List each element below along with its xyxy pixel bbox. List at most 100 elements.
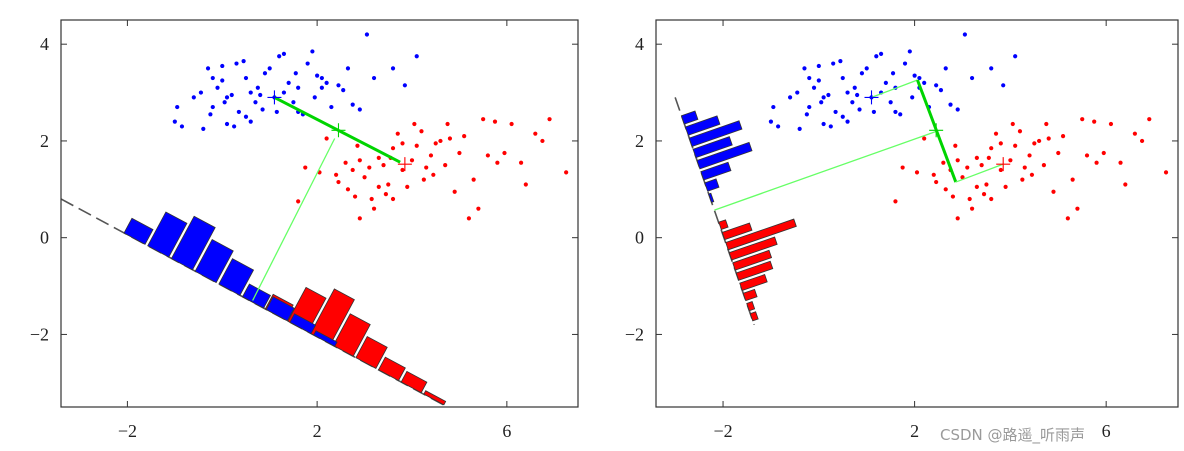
histogram-bar-class2: [355, 335, 388, 369]
data-point-class2: [1013, 143, 1018, 148]
data-point-class2: [471, 177, 476, 182]
data-point-class1: [241, 59, 246, 64]
data-point-class1: [1013, 54, 1018, 59]
data-point-class1: [962, 32, 967, 37]
mean-marker-class1: [267, 90, 282, 105]
data-point-class2: [989, 196, 994, 202]
data-point-class2: [1056, 150, 1061, 156]
data-point-class1: [1001, 83, 1006, 88]
histogram-bar-class1: [696, 141, 753, 170]
data-point-class2: [1046, 136, 1051, 141]
histogram-bar-class2: [423, 390, 447, 406]
data-point-class1: [917, 75, 922, 81]
data-point-class1: [191, 95, 196, 100]
y-tick-label: 2: [635, 131, 644, 151]
data-point-class1: [943, 66, 948, 71]
data-point-class1: [807, 104, 812, 110]
data-point-class2: [955, 158, 960, 163]
data-point-class1: [220, 63, 225, 69]
data-point-class1: [795, 90, 800, 95]
data-point-class1: [888, 100, 893, 105]
data-point-class2: [1070, 177, 1075, 182]
data-point-class2: [1101, 150, 1106, 156]
data-point-class1: [855, 92, 860, 98]
data-point-class1: [296, 85, 301, 90]
data-point-class1: [224, 121, 230, 127]
data-point-class2: [986, 155, 991, 160]
data-point-class1: [179, 124, 185, 129]
mean-marker-class1: [864, 90, 879, 105]
data-point-class1: [831, 61, 836, 66]
histogram-bar-class2: [400, 370, 428, 394]
histogram-bar-class1: [684, 115, 721, 136]
data-point-class2: [998, 141, 1003, 146]
data-point-class1: [969, 75, 975, 81]
data-point-class2: [1017, 129, 1023, 134]
data-point-class2: [395, 131, 400, 136]
data-point-class2: [324, 136, 329, 141]
data-point-class2: [466, 216, 472, 221]
data-point-class2: [950, 194, 956, 199]
data-point-class1: [826, 92, 831, 98]
mean-marker-class2: [996, 157, 1011, 172]
data-point-class2: [412, 121, 417, 127]
histogram-bar-class1: [688, 120, 743, 147]
data-point-class2: [414, 143, 419, 148]
data-point-class1: [305, 61, 310, 66]
data-point-class1: [787, 95, 793, 100]
data-point-class2: [1108, 121, 1114, 127]
data-point-class1: [319, 75, 324, 81]
data-point-class1: [414, 54, 419, 59]
data-point-class1: [989, 66, 994, 71]
data-point-class1: [819, 100, 824, 105]
data-point-class2: [296, 199, 301, 204]
data-point-class2: [424, 165, 429, 170]
data-point-class1: [402, 83, 407, 88]
data-point-class2: [303, 165, 308, 170]
data-point-class2: [445, 121, 450, 127]
data-point-class2: [974, 184, 979, 189]
histogram-bar-class1: [700, 161, 732, 181]
data-point-class2: [979, 163, 984, 168]
data-point-class2: [428, 153, 434, 158]
data-point-class2: [357, 158, 362, 163]
data-point-class2: [400, 141, 405, 146]
data-point-class2: [509, 121, 514, 127]
data-point-class2: [955, 216, 960, 221]
data-point-class2: [965, 165, 970, 170]
data-point-class2: [1003, 184, 1008, 189]
data-point-class1: [243, 75, 249, 81]
data-point-class1: [312, 95, 317, 100]
data-point-class2: [481, 117, 486, 122]
data-point-class1: [324, 80, 329, 85]
data-point-class2: [1163, 170, 1169, 175]
y-tick-label: 2: [40, 131, 49, 151]
data-point-class2: [1123, 182, 1128, 187]
histogram-bar-class1: [123, 217, 154, 245]
data-point-class1: [864, 66, 869, 71]
histogram-bar-class2: [332, 313, 371, 357]
data-point-class1: [281, 90, 287, 95]
data-point-class2: [421, 177, 426, 182]
data-point-class1: [345, 66, 351, 71]
data-point-class2: [400, 167, 405, 173]
panel-1: −2 2 6 −2 0 2 4: [30, 19, 579, 441]
data-point-class1: [816, 63, 821, 69]
data-point-class1: [850, 100, 855, 105]
data-point-class1: [319, 85, 324, 90]
data-point-class2: [893, 199, 898, 204]
histogram-bar-class2: [725, 218, 797, 251]
histogram-bar-class2: [742, 288, 758, 302]
data-point-class1: [222, 100, 227, 105]
histogram-bar-class1: [289, 313, 317, 335]
data-point-class2: [350, 167, 355, 173]
data-point-class1: [776, 124, 781, 129]
data-point-class1: [955, 107, 960, 112]
histogram-bar-class1: [704, 178, 720, 192]
data-point-class1: [821, 121, 826, 127]
data-point-class2: [1075, 206, 1080, 211]
data-point-class1: [329, 104, 334, 110]
data-point-class1: [845, 90, 850, 95]
histogram-bar-class1: [265, 296, 295, 322]
data-point-class1: [816, 78, 821, 83]
